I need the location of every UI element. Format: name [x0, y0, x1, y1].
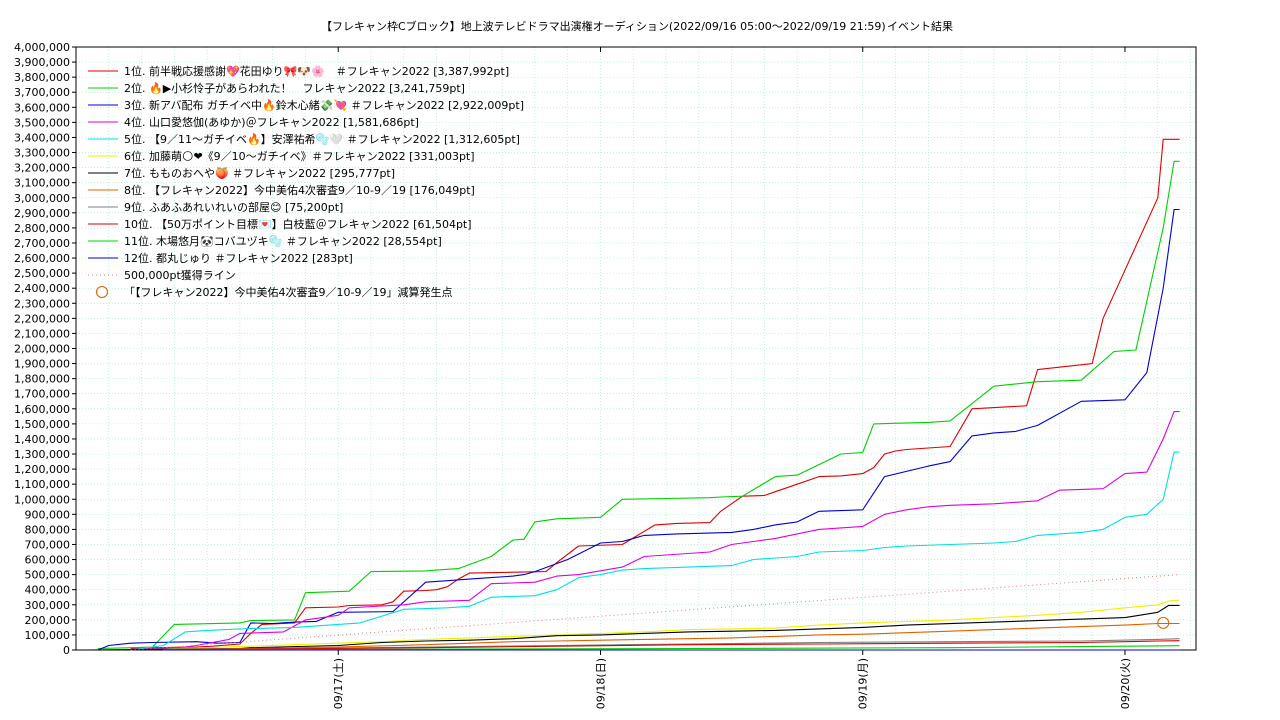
- chart-subtitle: イベント結果: [887, 19, 953, 33]
- y-tick-label: 1,500,000: [14, 418, 70, 431]
- y-tick-label: 3,600,000: [14, 101, 70, 114]
- x-axis: 09/17(土) 09/18(日) 09/19(月) 09/20(火): [332, 47, 1132, 709]
- y-tick-label: 3,800,000: [14, 71, 70, 84]
- x-tick-label: 09/19(月): [857, 658, 870, 709]
- y-tick-label: 1,400,000: [14, 433, 70, 446]
- y-tick-label: 2,400,000: [14, 282, 70, 295]
- legend-label-4: 4位. 山口愛悠伽(あゆか)＠フレキャン2022 [1,581,686pt]: [124, 115, 419, 129]
- legend-label-12: 12位. 都丸じゅり ＃フレキャン2022 [283pt]: [124, 251, 353, 265]
- series-line-2: [97, 160, 1180, 650]
- legend-label-10: 10位. 【50万ポイント目標💌】白枝藍＠フレキャン2022 [61,504pt…: [124, 217, 472, 231]
- x-tick-label: 09/20(火): [1119, 658, 1132, 709]
- y-tick-label: 2,500,000: [14, 267, 70, 280]
- y-tick-label: 3,200,000: [14, 162, 70, 175]
- y-tick-label: 2,900,000: [14, 207, 70, 220]
- y-tick-label: 700,000: [25, 538, 71, 551]
- y-tick-label: 3,400,000: [14, 131, 70, 144]
- y-tick-label: 1,600,000: [14, 403, 70, 416]
- x-tick-label: 09/18(日): [594, 658, 607, 709]
- y-tick-label: 1,100,000: [14, 478, 70, 491]
- y-tick-label: 300,000: [25, 599, 71, 612]
- y-tick-label: 3,900,000: [14, 56, 70, 69]
- y-tick-label: 4,000,000: [14, 41, 70, 54]
- series-line-8: [163, 622, 1180, 651]
- legend-label-13: 500,000pt獲得ライン: [124, 269, 236, 282]
- y-tick-label: 3,300,000: [14, 147, 70, 160]
- y-tick-label: 2,300,000: [14, 297, 70, 310]
- y-tick-label: 400,000: [25, 584, 71, 597]
- legend-label-3: 3位. 新アバ配布 ガチイベ中🔥鈴木心緒💸💘 ＃フレキャン2022 [2,922…: [124, 98, 524, 112]
- x-tick-label: 09/17(土): [332, 658, 345, 709]
- grid: [75, 46, 1196, 651]
- y-tick-label: 2,700,000: [14, 237, 70, 250]
- legend-label-9: 9位. ふあふあれいれいの部屋😊 [75,200pt]: [124, 200, 343, 214]
- y-tick-label: 3,500,000: [14, 116, 70, 129]
- y-tick-label: 1,900,000: [14, 358, 70, 371]
- chart-title: 【フレキャン枠Cブロック】地上波テレビドラマ出演権オーディション(2022/09…: [321, 19, 886, 33]
- annotation-marker-1: [1157, 616, 1170, 629]
- series-line-11: [163, 645, 1180, 651]
- y-axis: 0 100,000 200,000 300,000 400,000 500,000 600,…: [14, 41, 76, 657]
- y-tick-label: 1,700,000: [14, 388, 70, 401]
- legend-label-5: 5位. 【9／11〜ガチイベ🔥】安澤祐希🫧🤍 ＃フレキャン2022 [1,312…: [124, 132, 520, 146]
- series-line-5: [130, 451, 1180, 651]
- y-tick-label: 1,000,000: [14, 493, 70, 506]
- y-tick-label: 600,000: [25, 554, 71, 567]
- series-line-1: [130, 138, 1180, 650]
- legend-label-2: 2位. 🔥▶小杉怜子があらわれた！ フレキャン2022 [3,241,759pt…: [124, 81, 465, 95]
- legend-label-1: 1位. 前半戦応援感謝💖花田ゆり🎀🐶🌸 ＃フレキャン2022 [3,387,99…: [124, 64, 509, 78]
- series-lines: [86, 138, 1180, 651]
- y-tick-label: 1,300,000: [14, 448, 70, 461]
- series-line-6: [163, 599, 1180, 650]
- series-line-10: [163, 640, 1180, 651]
- series-line-3: [97, 208, 1180, 651]
- y-tick-label: 200,000: [25, 614, 71, 627]
- y-tick-label: 2,600,000: [14, 252, 70, 265]
- y-tick-label: 3,100,000: [14, 177, 70, 190]
- legend-label-7: 7位. もものおへや🍑 ＃フレキャン2022 [295,777pt]: [124, 166, 395, 180]
- series-line-13: [130, 574, 1180, 651]
- y-tick-label: 500,000: [25, 569, 71, 582]
- legend-label-6: 6位. 加藤萌🌕❤《9／10〜ガチイベ》＃フレキャン2022 [331,003p…: [124, 149, 475, 163]
- y-tick-label: 1,200,000: [14, 463, 70, 476]
- y-tick-label: 2,200,000: [14, 312, 70, 325]
- y-tick-label: 2,800,000: [14, 222, 70, 235]
- legend: 1位. 前半戦応援感謝💖花田ゆり🎀🐶🌸 ＃フレキャン2022 [3,387,99…: [88, 64, 524, 299]
- y-tick-label: 2,100,000: [14, 327, 70, 340]
- legend-annotation-label-1: 「【フレキャン2022】今中美佑4次審査9／10-9／19」減算発生点: [124, 285, 452, 299]
- legend-label-11: 11位. 木場悠月🐼コバユヅキ🫧 ＃フレキャン2022 [28,554pt]: [124, 234, 442, 248]
- y-tick-label: 800,000: [25, 523, 71, 536]
- y-tick-label: 2,000,000: [14, 343, 70, 356]
- y-tick-label: 900,000: [25, 508, 71, 521]
- legend-label-8: 8位. 【フレキャン2022】今中美佑4次審査9／10-9／19 [176,04…: [124, 183, 475, 197]
- series-line-4: [130, 411, 1180, 650]
- y-tick-label: 1,800,000: [14, 373, 70, 386]
- legend-annotation-marker-1: [95, 285, 109, 299]
- y-tick-label: 100,000: [25, 629, 71, 642]
- series-line-7: [86, 604, 1180, 651]
- annotations: [1157, 616, 1170, 629]
- y-tick-label: 3,700,000: [14, 86, 70, 99]
- y-tick-label: 0: [63, 644, 70, 657]
- y-tick-label: 3,000,000: [14, 192, 70, 205]
